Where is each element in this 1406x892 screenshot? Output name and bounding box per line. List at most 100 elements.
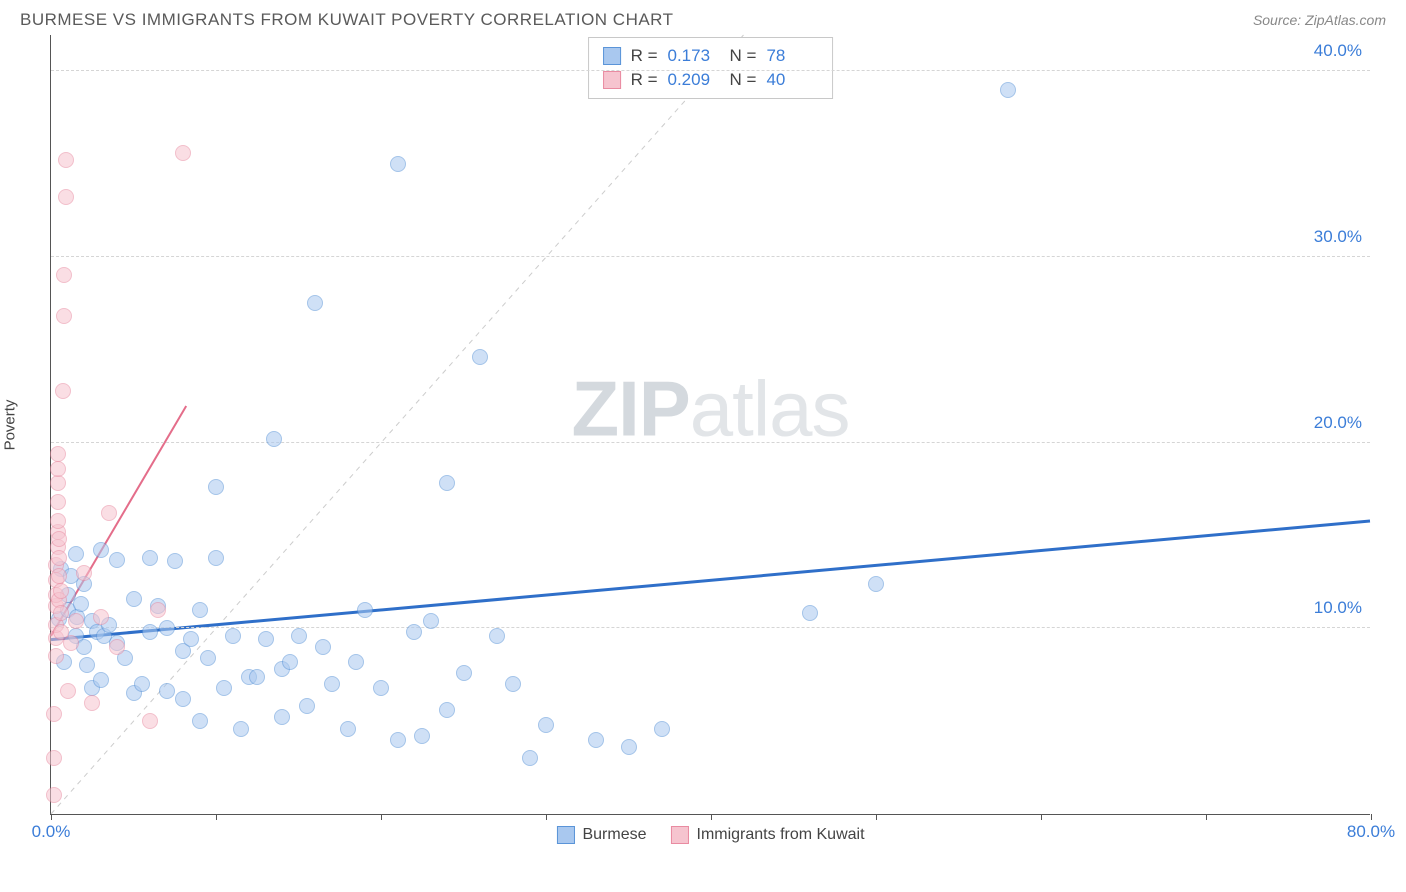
data-point (58, 189, 74, 205)
data-point (84, 695, 100, 711)
x-tick (876, 814, 877, 820)
data-point (348, 654, 364, 670)
x-tick (1371, 814, 1372, 820)
n-value: 78 (766, 46, 818, 66)
data-point (50, 461, 66, 477)
data-point (167, 553, 183, 569)
data-point (340, 721, 356, 737)
data-point (51, 568, 67, 584)
data-point (249, 669, 265, 685)
data-point (192, 602, 208, 618)
data-point (208, 479, 224, 495)
data-point (68, 613, 84, 629)
r-label: R = (631, 46, 658, 66)
data-point (1000, 82, 1016, 98)
data-point (233, 721, 249, 737)
y-tick-label: 20.0% (1314, 413, 1362, 433)
data-point (274, 709, 290, 725)
data-point (93, 542, 109, 558)
data-point (505, 676, 521, 692)
data-point (183, 631, 199, 647)
data-point (58, 152, 74, 168)
data-point (439, 475, 455, 491)
data-point (126, 591, 142, 607)
data-point (192, 713, 208, 729)
data-point (423, 613, 439, 629)
data-point (357, 602, 373, 618)
data-point (50, 446, 66, 462)
swatch-icon (603, 71, 621, 89)
data-point (142, 713, 158, 729)
x-tick (381, 814, 382, 820)
x-tick (1206, 814, 1207, 820)
x-tick (711, 814, 712, 820)
data-point (46, 750, 62, 766)
data-point (51, 550, 67, 566)
data-point (390, 732, 406, 748)
x-tick (216, 814, 217, 820)
gridline (51, 256, 1370, 257)
data-point (299, 698, 315, 714)
data-point (79, 657, 95, 673)
data-point (588, 732, 604, 748)
swatch-icon (603, 47, 621, 65)
data-point (266, 431, 282, 447)
scatter-plot: ZIPatlas R =0.173N =78R =0.209N =40 Burm… (50, 35, 1370, 815)
data-point (60, 683, 76, 699)
x-tick-label: 0.0% (32, 822, 71, 842)
y-tick-label: 10.0% (1314, 598, 1362, 618)
data-point (55, 383, 71, 399)
data-point (53, 605, 69, 621)
data-point (315, 639, 331, 655)
legend-label: Burmese (582, 826, 646, 844)
data-point (134, 676, 150, 692)
data-point (654, 721, 670, 737)
stats-legend: R =0.173N =78R =0.209N =40 (588, 37, 834, 99)
data-point (175, 145, 191, 161)
gridline (51, 442, 1370, 443)
data-point (291, 628, 307, 644)
swatch-icon (556, 826, 574, 844)
data-point (208, 550, 224, 566)
r-value: 0.209 (668, 70, 720, 90)
data-point (456, 665, 472, 681)
data-point (142, 550, 158, 566)
data-point (390, 156, 406, 172)
n-value: 40 (766, 70, 818, 90)
legend-label: Immigrants from Kuwait (696, 826, 864, 844)
data-point (200, 650, 216, 666)
data-point (48, 648, 64, 664)
legend-item: Immigrants from Kuwait (670, 826, 864, 844)
data-point (406, 624, 422, 640)
r-value: 0.173 (668, 46, 720, 66)
y-tick-label: 30.0% (1314, 227, 1362, 247)
data-point (175, 691, 191, 707)
x-tick-label: 80.0% (1347, 822, 1395, 842)
data-point (101, 505, 117, 521)
y-tick-label: 40.0% (1314, 41, 1362, 61)
x-tick (51, 814, 52, 820)
data-point (868, 576, 884, 592)
data-point (472, 349, 488, 365)
n-label: N = (730, 70, 757, 90)
data-point (56, 267, 72, 283)
data-point (109, 552, 125, 568)
data-point (63, 635, 79, 651)
series-legend: Burmese Immigrants from Kuwait (556, 826, 864, 844)
data-point (93, 609, 109, 625)
data-point (414, 728, 430, 744)
data-point (489, 628, 505, 644)
data-point (46, 706, 62, 722)
data-point (439, 702, 455, 718)
data-point (50, 475, 66, 491)
n-label: N = (730, 46, 757, 66)
data-point (50, 494, 66, 510)
x-tick (1041, 814, 1042, 820)
x-tick (546, 814, 547, 820)
y-axis-label: Poverty (2, 400, 19, 451)
data-point (50, 513, 66, 529)
data-point (68, 546, 84, 562)
data-point (51, 531, 67, 547)
stats-row: R =0.209N =40 (603, 68, 819, 92)
data-point (142, 624, 158, 640)
